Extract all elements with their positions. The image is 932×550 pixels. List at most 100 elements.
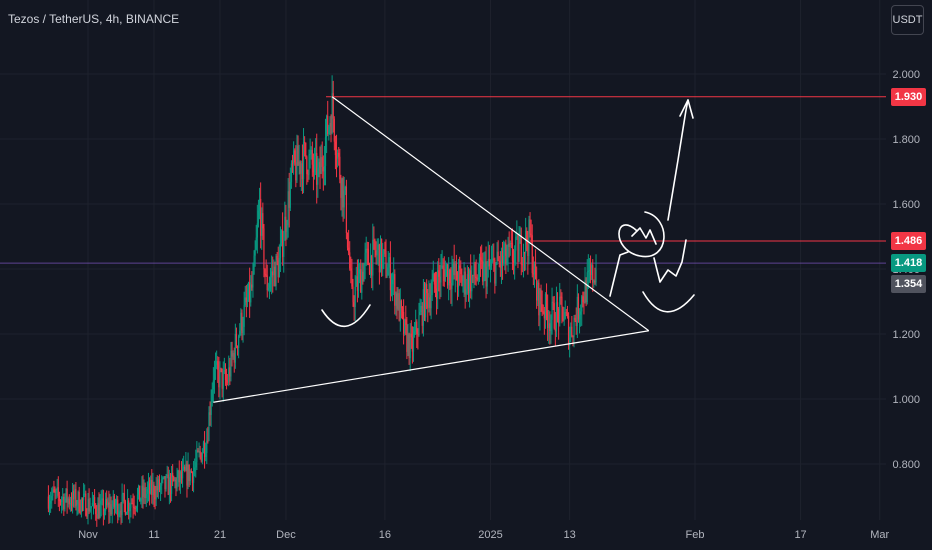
candle-body <box>97 503 99 519</box>
candle-body <box>439 276 441 283</box>
candle-body <box>382 254 384 269</box>
candle-body <box>306 156 308 175</box>
candle-body <box>230 350 232 377</box>
candle-body <box>135 506 137 509</box>
candle-body <box>367 248 370 265</box>
w-pattern-mark <box>653 239 687 283</box>
candle-body <box>495 262 497 284</box>
candle-body <box>544 294 547 319</box>
candle-body <box>295 162 297 181</box>
candle-body <box>84 493 86 495</box>
candle-body <box>212 380 214 390</box>
candle-body <box>139 485 141 502</box>
candle-body <box>525 231 527 254</box>
candle-body <box>266 275 268 291</box>
candle-body <box>229 367 231 377</box>
candle-body <box>290 163 293 182</box>
candle-body <box>272 271 274 276</box>
candle-body <box>317 167 319 185</box>
candle-body <box>354 286 356 308</box>
candle-body <box>483 263 485 282</box>
candle-body <box>482 261 484 282</box>
candle-body <box>494 259 496 284</box>
candle-body <box>487 259 489 267</box>
candle-body <box>412 334 415 352</box>
candle-body <box>59 500 62 503</box>
candle-body <box>384 249 386 251</box>
candle-body <box>466 274 468 290</box>
candle-body <box>416 321 418 335</box>
candle-body <box>566 313 569 317</box>
candle-body <box>584 280 586 303</box>
candle-body <box>286 225 288 232</box>
candle-body <box>98 503 100 518</box>
candle-body <box>583 301 585 303</box>
candlestick-series <box>47 75 597 527</box>
candle-body <box>328 126 330 135</box>
candle-body <box>561 296 563 307</box>
candle-body <box>88 498 90 512</box>
candle-body <box>96 514 98 519</box>
candle-body <box>72 490 74 506</box>
time-tick-label: 16 <box>379 529 391 541</box>
candle-body <box>422 289 424 326</box>
left-shoulder-curve <box>321 304 371 328</box>
candle-body <box>374 239 376 251</box>
candle-body <box>363 264 365 282</box>
candle-body <box>521 264 523 266</box>
candle-body <box>576 296 578 326</box>
candle-body <box>238 336 240 348</box>
candle-body <box>506 257 508 264</box>
candle-body <box>342 178 344 208</box>
candle-body <box>92 497 95 503</box>
candle-body <box>396 293 398 309</box>
candle-body <box>68 498 70 505</box>
candle-body <box>371 255 373 276</box>
candle-body <box>478 257 481 278</box>
candle-body <box>208 412 210 441</box>
candle-body <box>278 258 280 278</box>
candle-body <box>529 219 531 234</box>
candle-body <box>451 272 453 289</box>
candle-body <box>112 495 114 507</box>
candle-body <box>221 368 223 389</box>
candle-body <box>227 381 229 383</box>
candle-body <box>236 346 239 348</box>
candle-body <box>101 498 103 501</box>
candle-body <box>534 261 537 280</box>
candle-body <box>523 251 526 254</box>
candle-body <box>341 178 343 198</box>
candle-body <box>571 326 573 336</box>
candle-body <box>202 442 205 453</box>
candle-body <box>165 476 167 489</box>
candle-body <box>409 333 411 359</box>
candle-body <box>99 504 101 518</box>
candle-body <box>282 230 284 257</box>
candle-body <box>81 498 84 501</box>
candle-body <box>356 276 359 291</box>
candle-body <box>467 274 470 294</box>
candle-body <box>558 308 560 324</box>
currency-button[interactable]: USDT <box>891 5 924 35</box>
candle-body <box>201 452 203 462</box>
candle-body <box>390 284 393 291</box>
candle-body <box>437 270 439 299</box>
candle-body <box>446 264 449 286</box>
candle-body <box>249 282 251 303</box>
candle-body <box>178 470 180 483</box>
target-projection-line <box>667 99 689 221</box>
candle-body <box>67 498 69 503</box>
candle-body <box>130 503 132 509</box>
candle-body <box>343 190 345 208</box>
candle-body <box>427 292 429 308</box>
candle-body <box>570 326 572 338</box>
time-tick-label: 2025 <box>478 529 502 541</box>
candle-body <box>287 191 289 226</box>
symbol-title[interactable]: Tezos / TetherUS, 4h, BINANCE <box>8 12 180 26</box>
candle-body <box>56 487 58 490</box>
candle-body <box>162 477 164 480</box>
candle-body <box>232 352 234 357</box>
candle-body <box>308 154 310 175</box>
candle-body <box>533 261 536 275</box>
